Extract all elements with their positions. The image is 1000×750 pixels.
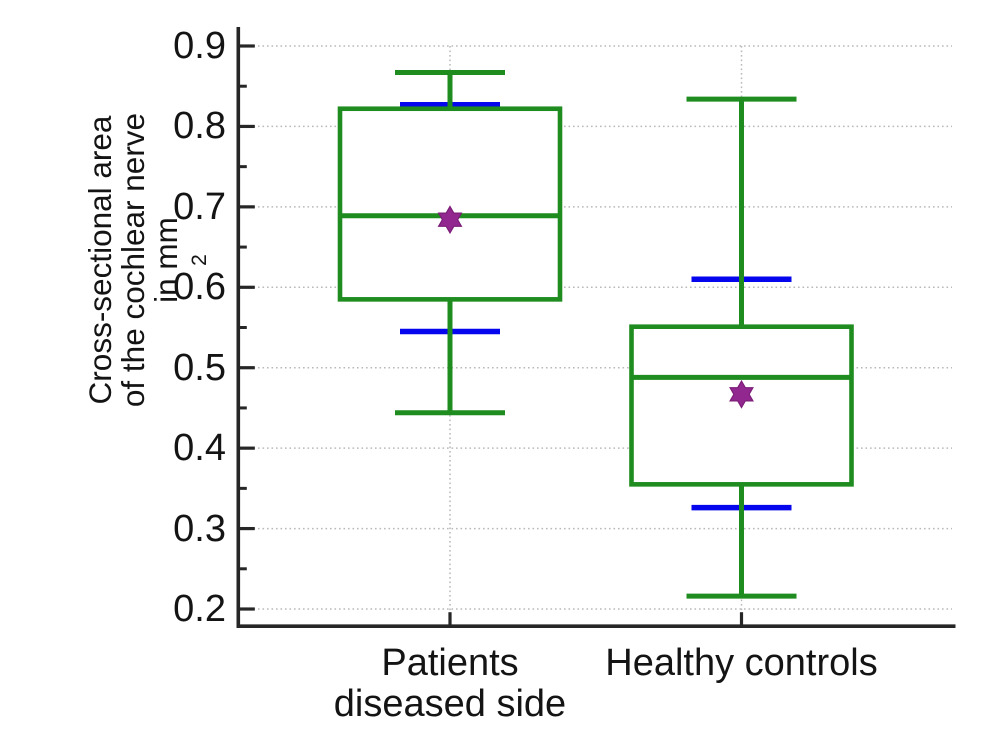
x-tick-label-healthy-controls: Healthy controls bbox=[532, 643, 952, 684]
mean-star bbox=[729, 379, 754, 409]
x-tick-label-patients-line2: diseased side bbox=[333, 683, 567, 725]
y-tick-label-0.5: 0.5 bbox=[173, 346, 226, 389]
x-tick-label-patients-line1: Patients bbox=[381, 642, 519, 684]
y-tick-label-0.4: 0.4 bbox=[173, 427, 226, 470]
x-tick-label-healthy-controls-line1: Healthy controls bbox=[605, 642, 878, 684]
y-axis-title-line1: Cross-sectional area bbox=[82, 115, 118, 405]
y-tick-label-0.3: 0.3 bbox=[173, 507, 226, 550]
box-1 bbox=[629, 324, 854, 487]
box-0 bbox=[337, 106, 563, 302]
y-tick-label-0.6: 0.6 bbox=[173, 266, 226, 309]
y-tick-label-0.2: 0.2 bbox=[173, 588, 226, 630]
x-tick-label-patients: Patients diseased side bbox=[240, 643, 660, 725]
squared-superscript: 2 bbox=[188, 254, 211, 266]
y-tick-label-0.9: 0.9 bbox=[173, 25, 226, 67]
y-tick-label-0.8: 0.8 bbox=[173, 105, 226, 148]
mean-star bbox=[437, 205, 463, 235]
y-tick-label-0.7: 0.7 bbox=[173, 185, 226, 228]
